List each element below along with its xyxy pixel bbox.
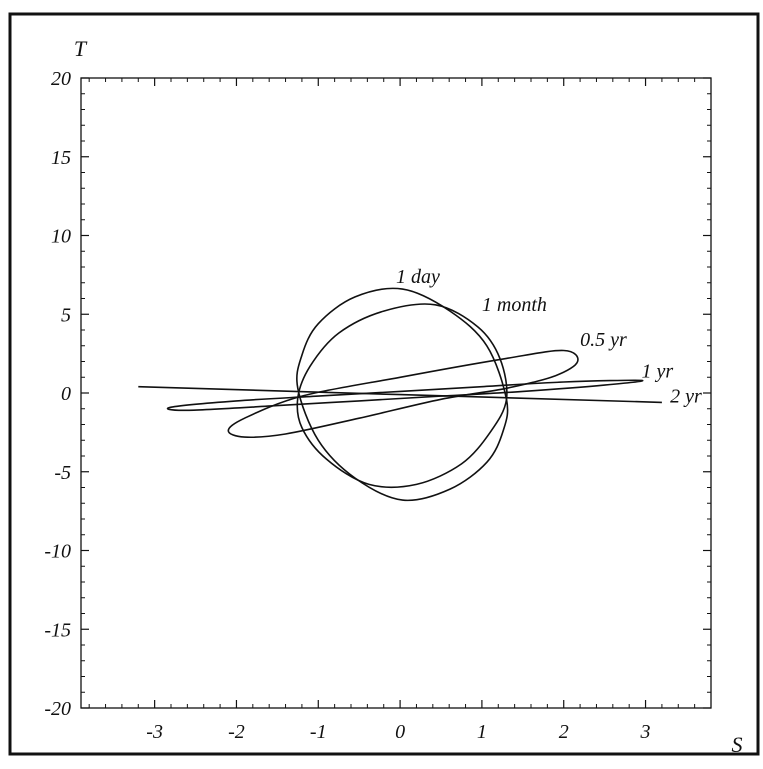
x-tick-label: 1 xyxy=(477,721,487,743)
x-tick-label: 2 xyxy=(559,721,569,743)
curve-labels: 1 day 1 month 0.5 yr 1 yr 2 yr xyxy=(396,266,702,408)
y-tick-label: -20 xyxy=(44,698,71,720)
x-axis-title: S xyxy=(732,732,743,757)
y-tick-label: 0 xyxy=(61,383,71,405)
x-tick-label: -2 xyxy=(228,721,245,743)
series-2-yr-line xyxy=(138,385,662,404)
y-tick-label: 20 xyxy=(51,68,71,90)
x-tick-label: -3 xyxy=(146,721,163,743)
curves xyxy=(138,287,662,502)
curve-label: 1 yr xyxy=(641,360,673,382)
series-05-yr-line xyxy=(227,349,579,439)
outer-frame xyxy=(8,12,760,756)
x-tick-label: 3 xyxy=(640,721,651,743)
y-tick-label: -15 xyxy=(44,619,71,641)
curve-label: 1 day xyxy=(396,266,440,288)
y-axis-title: T xyxy=(74,36,88,61)
curve-label: 2 yr xyxy=(670,385,702,407)
y-tick-label: -10 xyxy=(44,541,71,563)
x-tick-label: 0 xyxy=(395,721,405,743)
curve-label: 1 month xyxy=(482,294,547,316)
series-1-month-line xyxy=(296,303,508,489)
y-tick-label: 10 xyxy=(51,226,71,248)
x-tick-label: -1 xyxy=(310,721,327,743)
series-1-yr-line xyxy=(166,379,644,412)
y-tick-label: 15 xyxy=(51,147,71,169)
y-tick-label: 5 xyxy=(61,304,71,326)
y-tick-label: -5 xyxy=(54,462,71,484)
curve-label: 0.5 yr xyxy=(580,329,627,351)
